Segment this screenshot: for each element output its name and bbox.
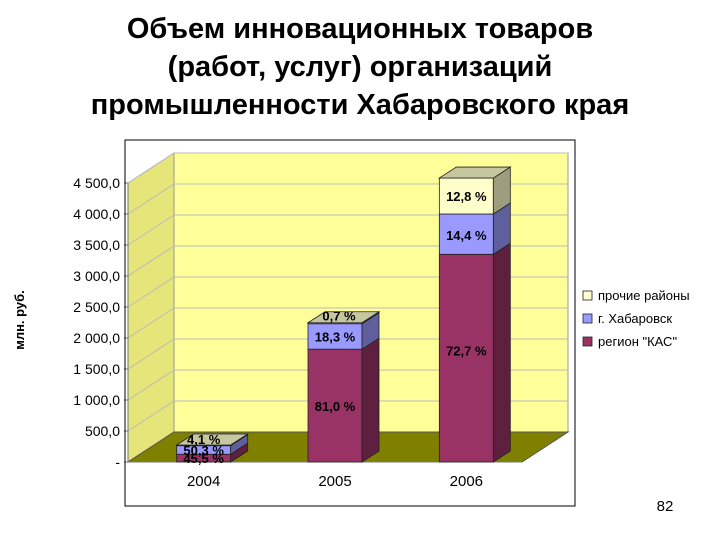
gridline [127,214,568,246]
bar-top-2004 [175,433,250,446]
x-tick-label: 2005 [318,473,351,490]
y-tick-label: 4 500,0 [73,175,120,191]
bar-top-2006 [437,166,512,179]
gridline [127,245,568,277]
y-tick-label: 500,0 [85,423,120,439]
y-axis-label: млн. руб. [12,290,27,350]
bar-side-2006-0 [492,242,511,463]
legend-label: регион "КАС" [598,334,677,349]
bar-2006-1 [438,213,494,255]
data-label-2004-1: 50,3 % [183,443,224,458]
legend-swatch [582,313,593,324]
y-tick-label: 4 000,0 [73,206,120,222]
data-label-2006-1: 14,4 % [446,228,487,243]
title-line-3: промышленности Хабаровского края [90,89,630,121]
data-label-2005-2: 0,7 % [322,309,356,324]
data-label-2005-1: 18,3 % [315,329,356,344]
y-tick-label: 3 500,0 [73,237,120,253]
y-tick-label: 1 000,0 [73,392,120,408]
gridline [127,183,568,215]
legend-swatch [582,290,593,301]
data-label-2006-2: 12,8 % [446,189,487,204]
legend-label: прочие районы [598,288,690,303]
legend-swatch [582,336,593,347]
gridline [127,276,568,308]
y-tick-label: 2 500,0 [73,299,120,315]
x-tick-label: 2004 [187,473,220,490]
gridline [127,400,568,432]
page-number: 82 [656,498,674,515]
bar-2005-1 [307,323,363,350]
y-tick-label: 2 000,0 [73,330,120,346]
gridline [127,338,568,370]
title-line-1: Объем инновационных товаров [126,13,594,45]
bar-top-2005 [306,311,381,324]
x-tick-label: 2006 [450,473,483,490]
bar-2005-0 [307,348,363,463]
title-line-2: (работ, услуг) организаций [167,51,553,83]
data-label-2004-0: 45,5 % [183,451,224,466]
data-label-2006-0: 72,7 % [446,343,487,358]
legend-label: г. Хабаровск [598,311,672,326]
y-tick-label: 3 000,0 [73,268,120,284]
bar-2006-0 [438,253,494,463]
y-tick-label: 1 500,0 [73,361,120,377]
gridline [127,152,568,184]
data-label-2005-0: 81,0 % [315,399,356,414]
gridline [127,307,568,339]
bar-side-2005-0 [361,337,380,463]
plot-frame [124,139,576,507]
data-label-2004-2: 4,1 % [187,432,221,447]
chart-title: Объем инновационных товаров (работ, услу… [0,10,720,124]
y-tick-label: - [115,454,120,470]
gridline [127,369,568,401]
